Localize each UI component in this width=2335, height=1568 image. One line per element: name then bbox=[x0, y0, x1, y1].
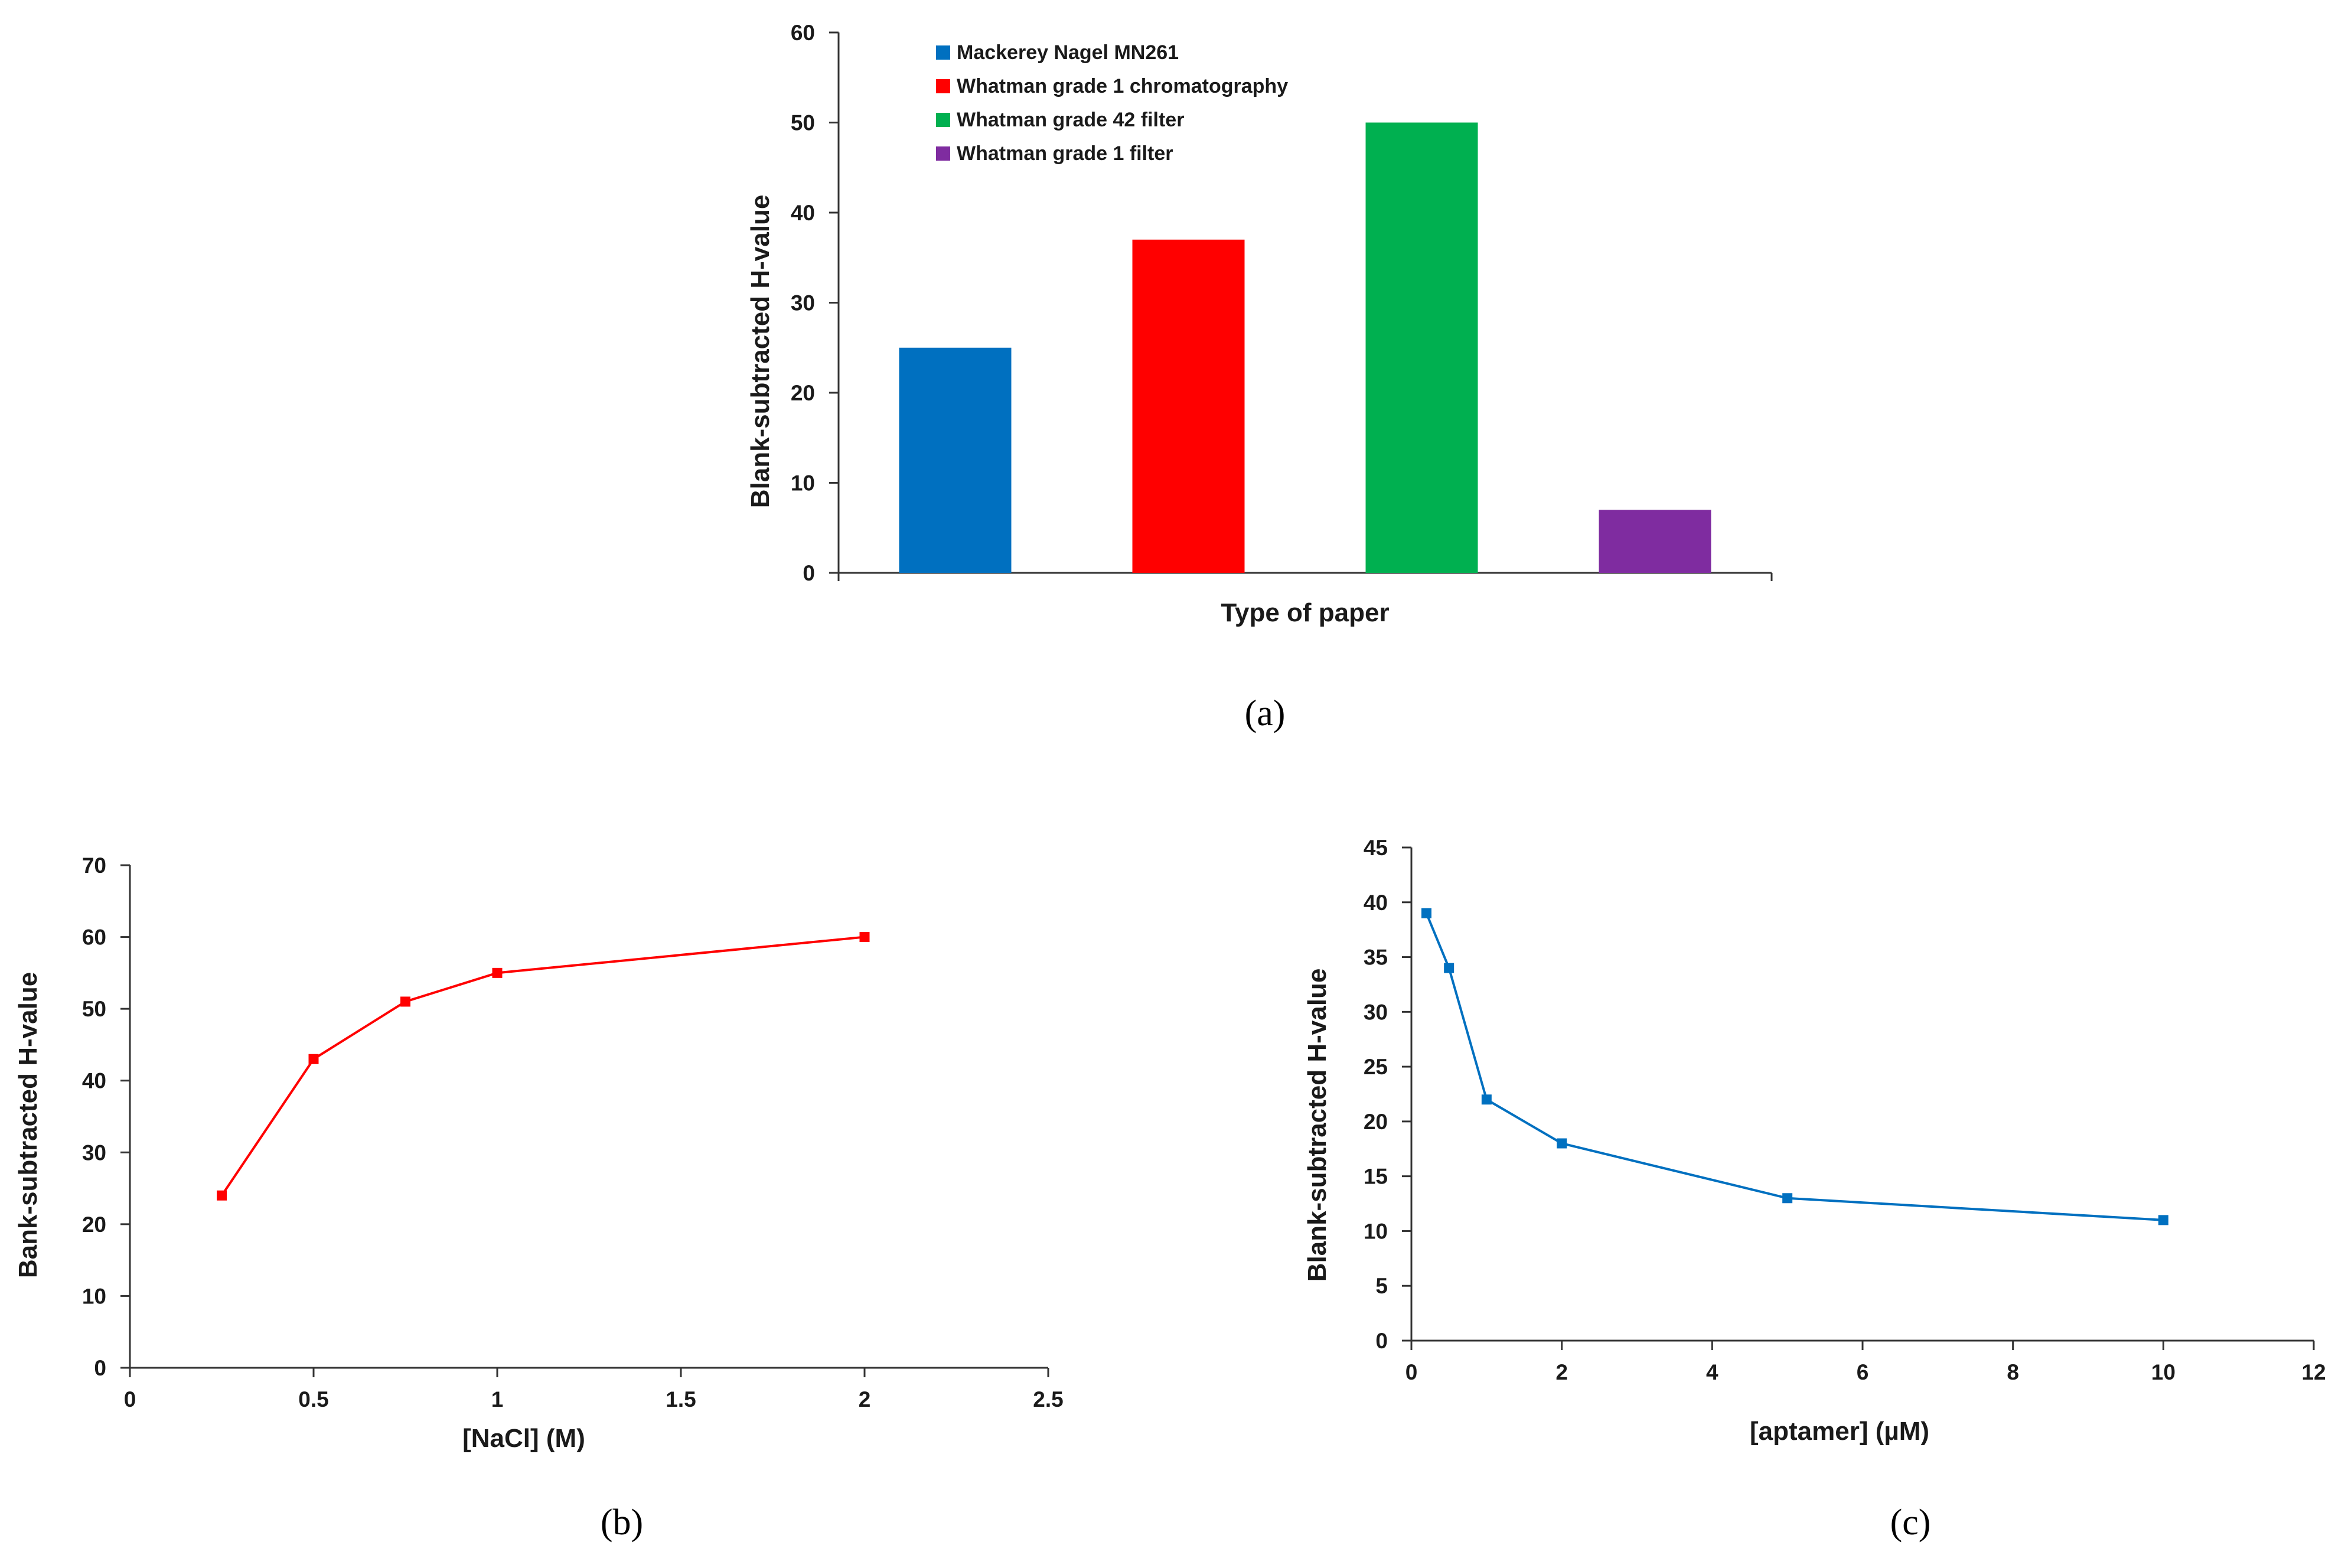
chart-b-x-tick-label: 2 bbox=[859, 1387, 871, 1411]
chart-b-x-tick-label: 1 bbox=[491, 1387, 504, 1411]
chart-a-y-tick-label: 20 bbox=[791, 381, 815, 405]
chart-c-data-point bbox=[1481, 1094, 1492, 1105]
chart-b-y-tick-label: 40 bbox=[82, 1069, 106, 1093]
chart-a-y-tick-label: 50 bbox=[791, 111, 815, 135]
chart-a-y-tick-label: 0 bbox=[803, 561, 815, 585]
chart-b-y-axis-title: Bank-subtracted H-value bbox=[14, 972, 43, 1278]
chart-a-legend: Mackerey Nagel MN261 Whatman grade 1 chro… bbox=[936, 41, 1288, 165]
chart-b-x-tick-label: 0 bbox=[124, 1387, 136, 1411]
chart-b-data-point bbox=[400, 996, 410, 1007]
chart-c-x-tick-label: 8 bbox=[2007, 1360, 2019, 1384]
chart-a-legend-swatch bbox=[936, 146, 950, 161]
chart-c-x-tick-label: 10 bbox=[2151, 1360, 2176, 1384]
chart-c-x-axis-title: [aptamer] (µM) bbox=[1750, 1417, 1929, 1446]
chart-b-x-tick-label: 1.5 bbox=[666, 1387, 696, 1411]
chart-b: 0 10 20 30 40 50 60 70 0 0.5 1 1.5 2 2.5 [NaCl] (M) B… bbox=[14, 853, 1064, 1543]
chart-b-data-point bbox=[492, 967, 503, 978]
chart-b-data-point bbox=[217, 1190, 227, 1201]
chart-b-marks: 0 10 20 30 40 50 60 70 0 0.5 1 1.5 2 2.5 bbox=[82, 853, 1064, 1411]
chart-c-x-tick-label: 0 bbox=[1405, 1360, 1418, 1384]
chart-b-y-tick-label: 70 bbox=[82, 853, 106, 878]
chart-a: 0 10 20 30 40 50 60 Mackerey Nagel MN261 Whatma… bbox=[746, 21, 1773, 734]
chart-c-series-line bbox=[1425, 912, 2164, 1221]
chart-a-y-axis-title: Blank-subtracted H-value bbox=[746, 195, 775, 508]
chart-c-y-tick-label: 40 bbox=[1364, 891, 1388, 915]
chart-c-data-point bbox=[1782, 1193, 1793, 1204]
chart-c-marks: 0 5 10 15 20 25 30 35 40 45 0 2 4 6 8 10 12 bbox=[1364, 836, 2326, 1384]
chart-a-legend-label: Mackerey Nagel MN261 bbox=[957, 41, 1179, 64]
chart-a-bar bbox=[899, 347, 1012, 573]
chart-a-x-axis-title: Type of paper bbox=[1221, 598, 1389, 627]
chart-c-y-tick-label: 30 bbox=[1364, 1000, 1388, 1024]
chart-a-y-tick-label: 40 bbox=[791, 201, 815, 225]
chart-c-x-tick-label: 2 bbox=[1555, 1360, 1568, 1384]
chart-a-bar bbox=[1365, 122, 1478, 573]
chart-b-x-tick-label: 2.5 bbox=[1033, 1387, 1063, 1411]
chart-a-legend-label: Whatman grade 42 filter bbox=[957, 109, 1184, 131]
chart-c-y-tick-label: 20 bbox=[1364, 1110, 1388, 1134]
chart-b-y-tick-label: 50 bbox=[82, 997, 106, 1021]
chart-a-legend-swatch bbox=[936, 113, 950, 127]
chart-b-y-tick-label: 0 bbox=[94, 1356, 106, 1380]
chart-a-legend-swatch bbox=[936, 79, 950, 93]
chart-c-y-tick-label: 5 bbox=[1375, 1274, 1388, 1298]
chart-b-x-tick-label: 0.5 bbox=[298, 1387, 328, 1411]
chart-b-data-point bbox=[308, 1054, 319, 1064]
chart-b-y-tick-label: 60 bbox=[82, 925, 106, 950]
chart-c-y-tick-label: 25 bbox=[1364, 1055, 1388, 1079]
chart-c-y-tick-label: 0 bbox=[1375, 1329, 1388, 1353]
chart-b-y-tick-label: 10 bbox=[82, 1284, 106, 1308]
chart-a-bar bbox=[1599, 510, 1711, 573]
chart-b-data-point bbox=[859, 932, 870, 943]
chart-a-bar bbox=[1132, 239, 1245, 573]
chart-a-legend-label: Whatman grade 1 filter bbox=[957, 142, 1173, 165]
chart-c-y-tick-label: 15 bbox=[1364, 1165, 1388, 1189]
chart-b-y-tick-label: 30 bbox=[82, 1140, 106, 1165]
chart-b-y-tick-label: 20 bbox=[82, 1212, 106, 1237]
chart-c-x-tick-label: 12 bbox=[2301, 1360, 2326, 1384]
chart-b-x-axis-title: [NaCl] (M) bbox=[462, 1424, 585, 1453]
chart-a-y-tick-label: 30 bbox=[791, 291, 815, 315]
chart-b-panel-label: (b) bbox=[601, 1502, 643, 1543]
chart-c-x-tick-label: 4 bbox=[1706, 1360, 1718, 1384]
chart-c-data-point bbox=[1421, 908, 1431, 918]
chart-a-y-tick-label: 10 bbox=[791, 471, 815, 495]
chart-a-marks: 0 10 20 30 40 50 60 bbox=[791, 21, 1773, 585]
chart-c-data-point bbox=[2158, 1215, 2168, 1225]
chart-c-panel-label: (c) bbox=[1890, 1502, 1931, 1543]
chart-a-legend-label: Whatman grade 1 chromatography bbox=[957, 75, 1288, 97]
chart-a-y-tick-label: 60 bbox=[791, 21, 815, 45]
chart-c-data-point bbox=[1444, 963, 1455, 973]
chart-c-y-tick-label: 45 bbox=[1364, 836, 1388, 860]
chart-a-legend-swatch bbox=[936, 45, 950, 60]
chart-c-y-axis-title: Blank-subtracted H-value bbox=[1303, 969, 1332, 1282]
chart-c: 0 5 10 15 20 25 30 35 40 45 0 2 4 6 8 10 12 [aptamer] (µ… bbox=[1303, 836, 2326, 1543]
chart-c-data-point bbox=[1557, 1138, 1567, 1149]
chart-c-x-tick-label: 6 bbox=[1857, 1360, 1869, 1384]
chart-a-panel-label: (a) bbox=[1245, 693, 1286, 734]
chart-c-y-tick-label: 10 bbox=[1364, 1219, 1388, 1243]
chart-c-y-tick-label: 35 bbox=[1364, 946, 1388, 970]
